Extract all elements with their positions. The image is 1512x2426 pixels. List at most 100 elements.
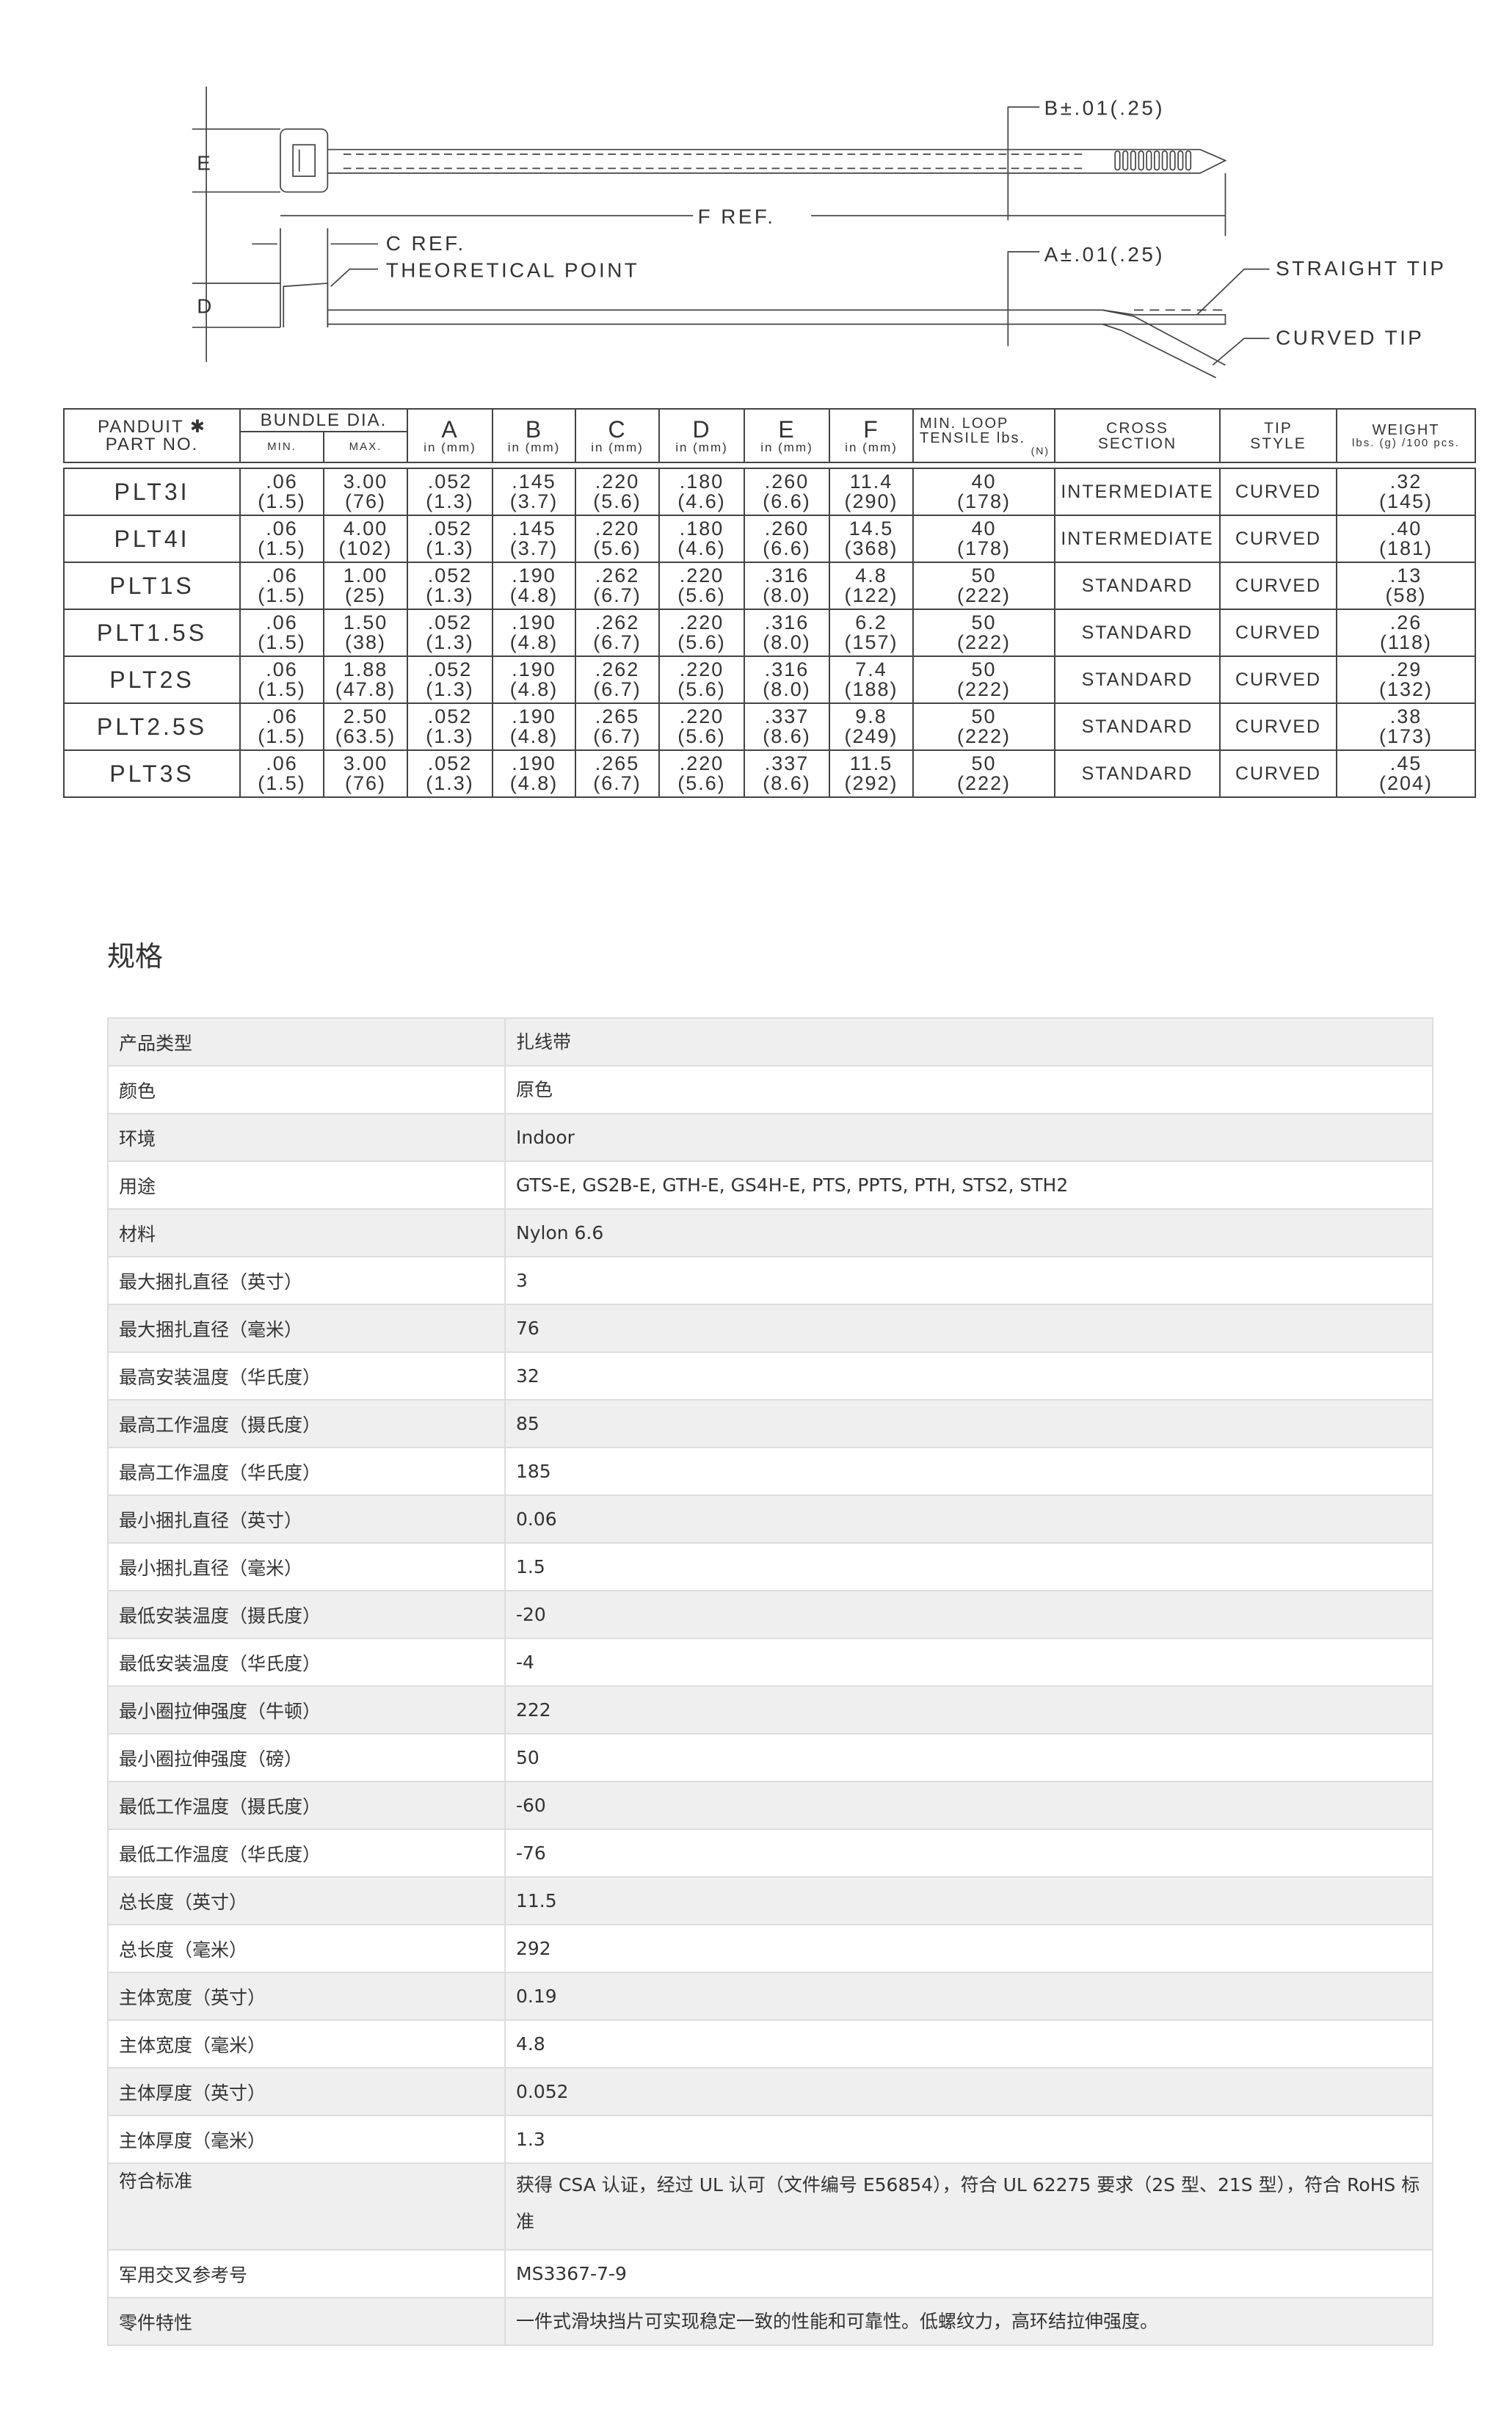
cell-b: .145 (3.7) [492,515,576,563]
spec-row: 最高工作温度（摄氏度） 85 [107,1399,1433,1448]
spec-value: 一件式滑块挡片可实现稳定一致的性能和可靠性。低螺纹力，高环结拉伸强度。 [504,2297,1433,2346]
cell-b: .145 (3.7) [492,468,576,516]
cell-weight: .38 (173) [1336,702,1476,751]
spec-label: 最高安装温度（华氏度） [107,1351,506,1401]
dims-row: PLT2.5S .06 (1.5) 2.50 (63.5) .052 (1.3) .190 (4… [63,702,1476,751]
spec-row: 零件特性 一件式滑块挡片可实现稳定一致的性能和可靠性。低螺纹力，高环结拉伸强度。 [107,2297,1433,2346]
cell-cross-section: STANDARD [1054,749,1221,798]
cell-weight: .29 (132) [1336,655,1476,704]
spec-label: 军用交叉参考号 [107,2249,506,2298]
cell-tip-style: CURVED [1219,468,1337,516]
cell-max: 1.00 (25) [323,562,408,610]
cell-min: .06 (1.5) [239,749,324,798]
header-weight: WEIGHT lbs. (g) /100 pcs. [1336,408,1476,463]
spec-label: 最大捆扎直径（英寸） [107,1256,506,1305]
spec-label: 主体宽度（毫米） [107,2019,506,2069]
cell-max: 3.00 (76) [323,468,408,516]
spec-row: 主体厚度（毫米） 1.3 [107,2115,1433,2164]
cell-d: .220 (5.6) [658,655,745,704]
cell-d: .220 (5.6) [658,702,745,751]
cell-e: .260 (6.6) [744,515,830,563]
spec-row: 总长度（毫米） 292 [107,1924,1433,1973]
spec-value: 扎线带 [504,1017,1433,1067]
specs-table: 产品类型 扎线带 颜色 原色 环境 Indoor 用途 GTS-E, GS2B-E, GTH-… [107,1017,1433,2346]
spec-row: 用途 GTS-E, GS2B-E, GTH-E, GS4H-E, PTS, PPT… [107,1161,1433,1210]
cell-a: .052 (1.3) [407,702,493,751]
dim-label-e: E [197,152,213,175]
spec-value: 0.06 [504,1495,1433,1544]
cell-tip-style: CURVED [1219,702,1337,751]
cell-tip-style: CURVED [1219,562,1337,610]
spec-row: 最大捆扎直径（英寸） 3 [107,1256,1433,1305]
cell-d: .180 (4.6) [658,468,745,516]
cell-d: .220 (5.6) [658,562,745,610]
spec-value: 11.5 [504,1876,1433,1925]
part-number: PLT2S [63,655,241,704]
cell-cross-section: INTERMEDIATE [1054,468,1221,516]
cell-f: 4.8 (122) [829,562,914,610]
spec-label: 主体厚度（英寸） [107,2067,506,2116]
cell-b: .190 (4.8) [492,655,576,704]
cell-cross-section: STANDARD [1054,609,1221,657]
spec-label: 产品类型 [107,1017,506,1067]
cell-min: .06 (1.5) [239,609,324,657]
cell-a: .052 (1.3) [407,609,493,657]
spec-row: 产品类型 扎线带 [107,1017,1433,1067]
cell-e: .316 (8.0) [744,655,830,704]
cell-a: .052 (1.3) [407,468,493,516]
header-cross-section: CROSS SECTION [1054,408,1221,463]
header-tensile: MIN. LOOP TENSILE lbs. (N) [912,408,1055,463]
cell-tensile: 50 (222) [912,655,1055,704]
spec-row: 环境 Indoor [107,1113,1433,1162]
spec-label: 主体宽度（英寸） [107,1972,506,2021]
spec-row: 最小圈拉伸强度（磅） 50 [107,1733,1433,1782]
cell-a: .052 (1.3) [407,749,493,798]
spec-row: 材料 Nylon 6.6 [107,1208,1433,1257]
dim-label-a: A±.01(.25) [1044,243,1165,266]
cell-f: 14.5 (368) [829,515,914,563]
cell-cross-section: STANDARD [1054,562,1221,610]
spec-value: 1.5 [504,1542,1433,1591]
spec-row: 最小圈拉伸强度（牛顿） 222 [107,1685,1433,1735]
cell-b: .190 (4.8) [492,702,576,751]
spec-label: 最高工作温度（摄氏度） [107,1399,506,1448]
dim-label-b: B±.01(.25) [1044,97,1165,120]
cell-f: 9.8 (249) [829,702,914,751]
cell-weight: .45 (204) [1336,749,1476,798]
spec-value: 292 [504,1924,1433,1973]
spec-label: 最低安装温度（华氏度） [107,1638,506,1687]
spec-label: 主体厚度（毫米） [107,2115,506,2164]
spec-value: 222 [504,1685,1433,1735]
spec-value: -20 [504,1590,1433,1639]
cell-a: .052 (1.3) [407,562,493,610]
spec-label: 总长度（毫米） [107,1924,506,1973]
cell-c: .262 (6.7) [575,609,660,657]
cell-tensile: 50 (222) [912,609,1055,657]
cell-b: .190 (4.8) [492,609,576,657]
dims-row: PLT3S .06 (1.5) 3.00 (76) .052 (1.3) .190 (4.8).… [63,749,1476,798]
part-number: PLT3I [63,468,241,516]
dims-row: PLT4I .06 (1.5) 4.00 (102) .052 (1.3) .145 (3.7)… [63,515,1476,563]
cell-weight: .40 (181) [1336,515,1476,563]
spec-value: -4 [504,1638,1433,1687]
dims-row: PLT1.5S .06 (1.5) 1.50 (38) .052 (1.3) .190 (4.8… [63,609,1476,657]
header-part-no: PANDUIT ✱ PART NO. [63,408,241,463]
cell-f: 11.4 (290) [829,468,914,516]
spec-row: 主体宽度（英寸） 0.19 [107,1972,1433,2021]
cell-d: .220 (5.6) [658,749,745,798]
spec-label: 零件特性 [107,2297,506,2346]
cell-min: .06 (1.5) [239,655,324,704]
specs-title: 规格 [107,940,164,973]
cell-c: .220 (5.6) [575,515,660,563]
spec-row: 主体宽度（毫米） 4.8 [107,2019,1433,2069]
spec-label: 材料 [107,1208,506,1257]
cell-cross-section: INTERMEDIATE [1054,515,1221,563]
cell-min: .06 (1.5) [239,702,324,751]
spec-value: MS3367-7-9 [504,2249,1433,2298]
spec-value: 76 [504,1304,1433,1353]
spec-row: 符合标准 获得 CSA 认证，经过 UL 认可（文件编号 E56854），符合 U… [107,2162,1433,2251]
